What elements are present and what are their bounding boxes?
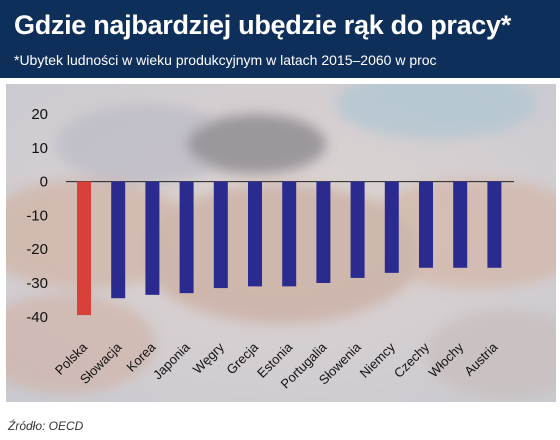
y-tick-label: -10 [26,207,48,224]
bar-czechy [419,181,433,268]
x-tick-label: Japonia [150,339,193,382]
x-tick-label: Austria [461,339,501,379]
y-tick-label: 0 [40,174,48,191]
x-tick-label: Niemcy [357,339,399,381]
bar-austria [487,181,502,268]
bar-słowacja [111,181,126,299]
y-tick-label: -30 [26,275,48,292]
bar-japonia [179,181,194,294]
y-tick-label: 10 [31,140,48,157]
bar-węgry [213,181,228,289]
chart-area: 20 10 0 -10 -20 -30 -40 Polska Słowacja Korea Japo… [6,84,556,402]
bar-estonia [282,181,297,287]
y-tick-label: 20 [31,106,48,123]
chart-title: Gdzie najbardziej ubędzie rąk do pracy* [14,10,511,40]
background-photo [6,84,556,402]
bar-korea [145,181,160,295]
bar-grecja [248,181,262,287]
bar-słowenia [350,181,365,278]
y-tick-label: -20 [26,241,48,258]
bar-niemcy [384,181,399,273]
header-banner: Gdzie najbardziej ubędzie rąk do pracy* … [0,0,560,78]
x-tick-label: Węgry [190,339,228,377]
x-tick-label: Włochy [426,339,467,380]
y-tick-label: -40 [26,309,48,326]
chart-subtitle: *Ubytek ludności w wieku produkcyjnym w … [14,52,437,68]
bar-portugalia [316,181,331,283]
x-tick-label: Czechy [391,339,433,381]
bar-włochy [453,181,468,268]
source-note: Źródło: OECD [8,419,84,433]
bar-polska [77,181,91,316]
